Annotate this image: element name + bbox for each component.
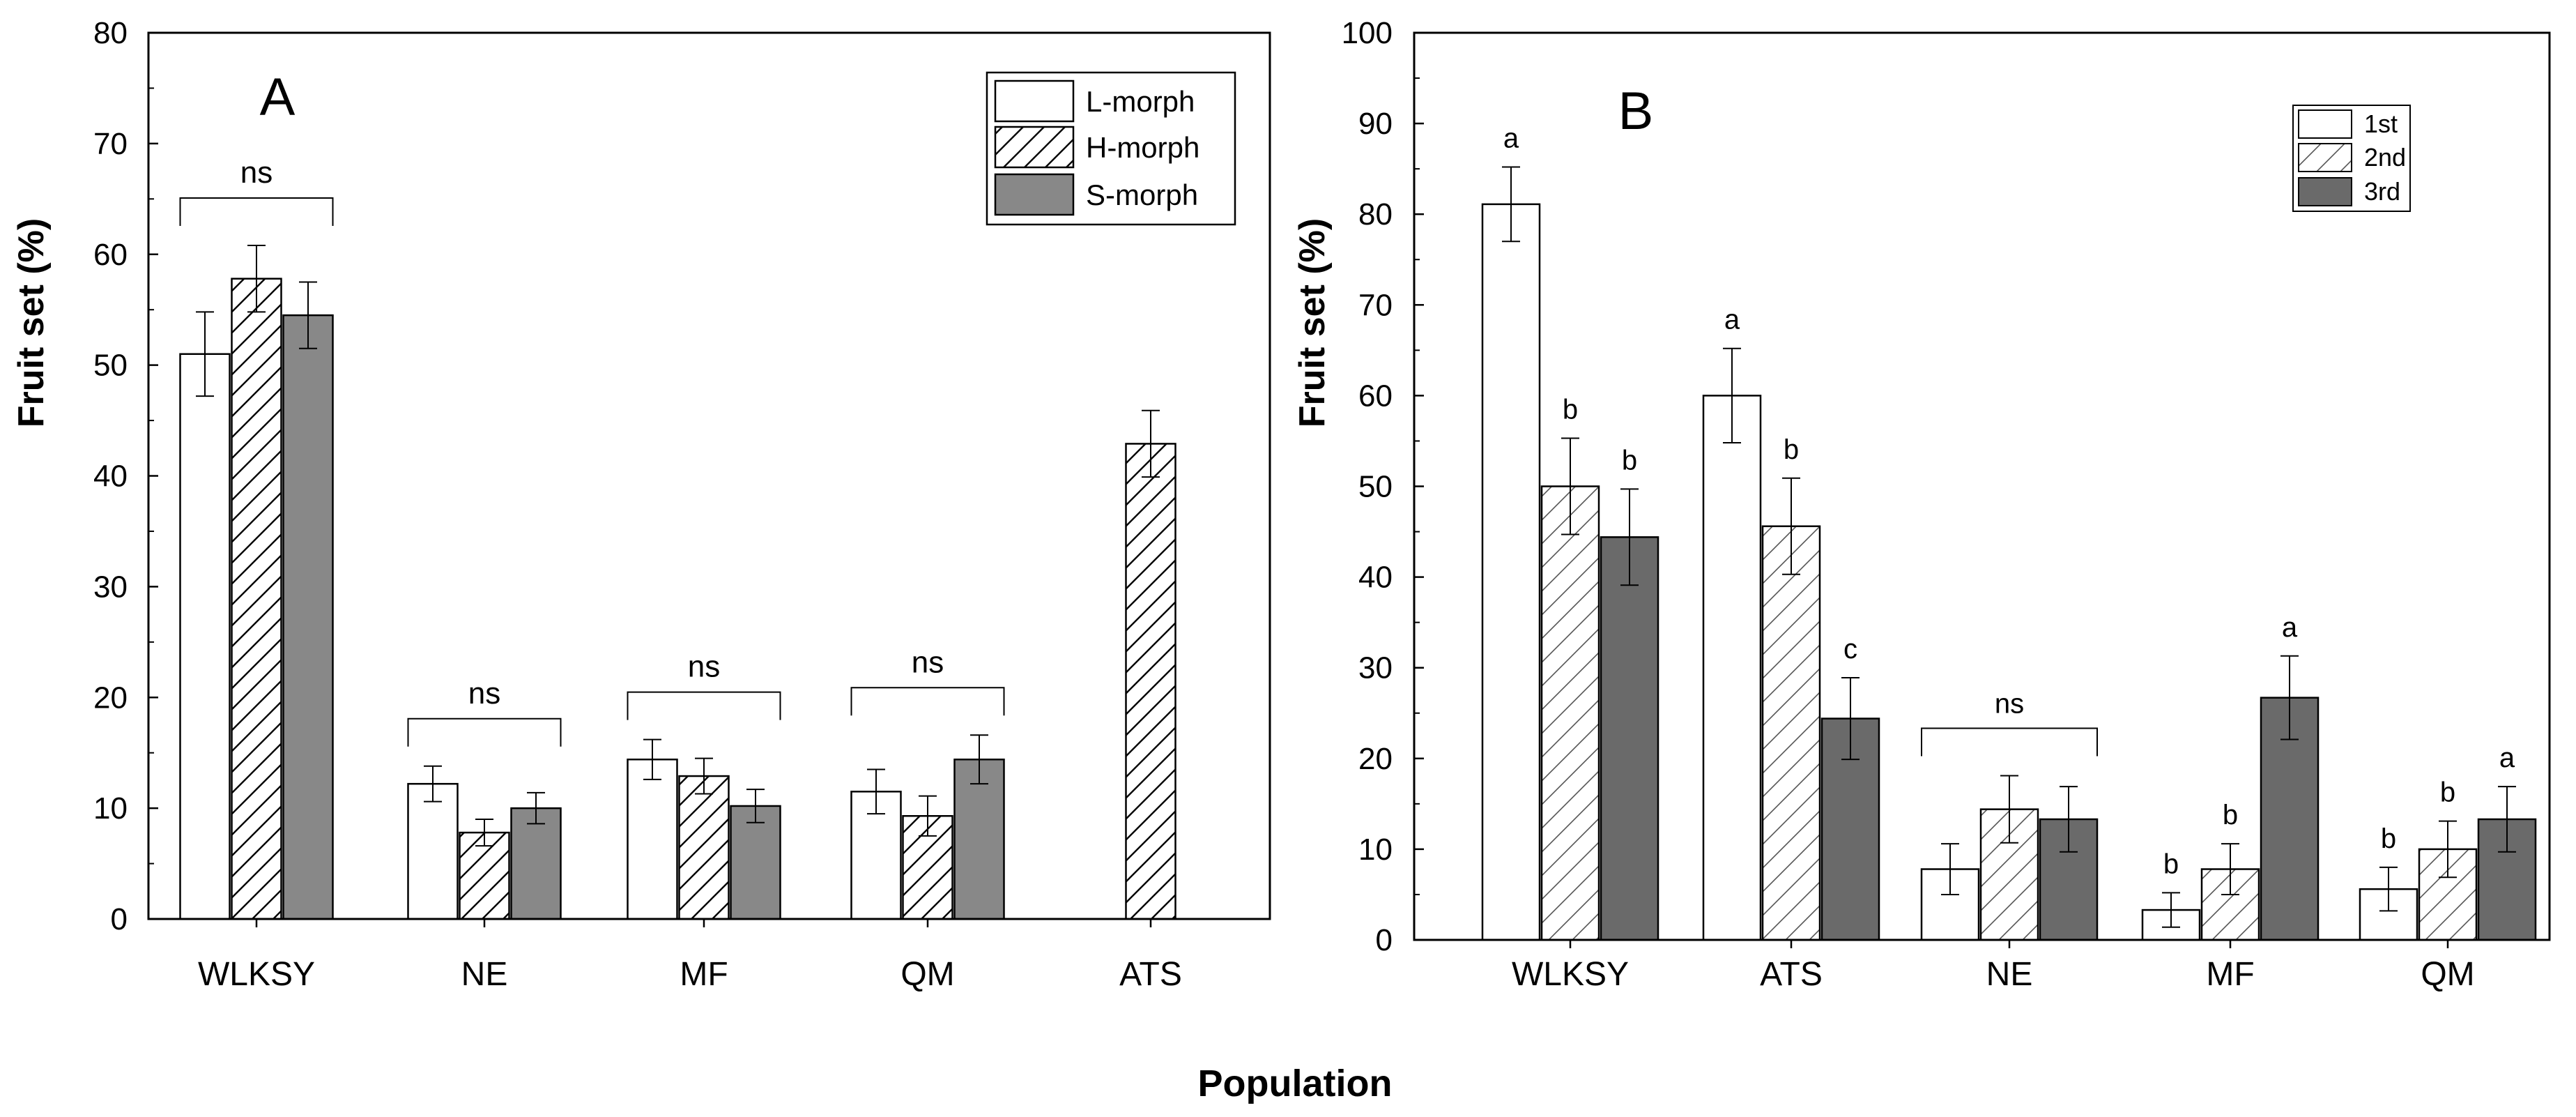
bars-b <box>1482 167 2536 940</box>
ns-bracket-b-ne <box>1922 729 2097 757</box>
bar-a-l-morph-mf <box>628 759 677 919</box>
x-axis-a: WLKSY NE MF QM ATS <box>198 919 1182 993</box>
bar-b-1st-ats <box>1703 395 1761 940</box>
ns-label-b-ne: ns <box>1995 689 2024 720</box>
significance-letter-b: a <box>1503 123 1519 154</box>
y-tick-label-b: 10 <box>1358 833 1393 867</box>
panel-a: 0 10 20 30 40 50 60 70 80 WLKSY NE MF QM ATS ns ns ns n… <box>11 16 1270 993</box>
x-tick-label-a: WLKSY <box>198 956 315 993</box>
x-tick-label-a: ATS <box>1119 956 1182 993</box>
significance-letter-b: b <box>1784 434 1799 465</box>
bar-a-h-morph-mf <box>680 776 729 919</box>
figure: 0 10 20 30 40 50 60 70 80 WLKSY NE MF QM ATS ns ns ns n… <box>0 0 2576 1117</box>
x-tick-label-a: NE <box>461 956 508 993</box>
significance-letter-b: b <box>2381 823 2396 854</box>
y-tick-label-b: 50 <box>1358 470 1393 504</box>
significance-letter-b: a <box>1724 305 1740 335</box>
y-tick-label-b: 0 <box>1376 923 1393 957</box>
x-tick-label-b: ATS <box>1760 956 1823 993</box>
legend-a: L-morph H-morph S-morph <box>987 73 1235 225</box>
y-tick-label-a: 0 <box>111 902 128 936</box>
x-tick-label-a: QM <box>900 956 954 993</box>
significance-letter-b: b <box>2223 800 2238 830</box>
ns-bracket-a-mf <box>628 692 781 720</box>
x-tick-label-a: MF <box>680 956 728 993</box>
y-tick-label-a: 70 <box>93 127 128 161</box>
bar-a-l-morph-wlksy <box>181 354 230 919</box>
y-tick-label-a: 30 <box>93 570 128 604</box>
ns-label-a-ne: ns <box>468 676 500 711</box>
ns-bracket-a-qm <box>852 687 1004 715</box>
significance-letter-b: b <box>1563 395 1578 425</box>
y-tick-label-a: 10 <box>93 791 128 826</box>
y-tick-label-b: 90 <box>1358 107 1393 141</box>
panel-label-b: B <box>1618 82 1654 141</box>
significance-letter-b: b <box>1622 445 1637 476</box>
y-tick-label-a: 50 <box>93 349 128 383</box>
panel-label-a: A <box>260 68 296 127</box>
x-tick-label-b: QM <box>2421 956 2474 993</box>
bar-a-l-morph-ne <box>408 784 458 919</box>
shared-x-axis-title: Population <box>1198 1063 1393 1104</box>
y-tick-label-b: 60 <box>1358 379 1393 413</box>
significance-letter-b: a <box>2282 612 2298 643</box>
y-tick-label-a: 20 <box>93 681 128 715</box>
significance-letter-b: c <box>1843 634 1857 664</box>
y-tick-label-b: 40 <box>1358 561 1393 595</box>
legend-b: 1st 2nd 3rd <box>2293 105 2410 211</box>
y-axis-b: 0 10 20 30 40 50 60 70 80 90 100 <box>1342 16 1424 957</box>
bar-a-s-morph-wlksy <box>284 315 333 919</box>
legend-swatch-l-morph <box>995 81 1073 121</box>
y-tick-label-a: 60 <box>93 238 128 272</box>
legend-swatch-2nd <box>2299 144 2352 172</box>
y-tick-label-a: 80 <box>93 16 128 50</box>
legend-label-1st: 1st <box>2364 109 2398 138</box>
bar-a-h-morph-ats <box>1126 443 1176 919</box>
legend-label-2nd: 2nd <box>2364 143 2406 172</box>
significance-letter-b: b <box>2163 849 2179 879</box>
legend-swatch-s-morph <box>995 174 1073 215</box>
bar-b-2nd-wlksy <box>1542 487 1599 941</box>
legend-swatch-h-morph <box>995 127 1073 167</box>
legend-swatch-3rd <box>2299 178 2352 206</box>
ns-bracket-a-ne <box>408 719 561 747</box>
bar-b-2nd-ats <box>1763 526 1820 940</box>
bar-b-1st-wlksy <box>1482 204 1540 940</box>
y-tick-label-b: 70 <box>1358 288 1393 322</box>
significance-letter-b: a <box>2499 743 2515 773</box>
ns-label-a-mf: ns <box>688 650 720 684</box>
legend-swatch-1st <box>2299 110 2352 138</box>
y-axis-title-b: Fruit set (%) <box>1292 218 1333 427</box>
legend-label-l-morph: L-morph <box>1086 85 1195 118</box>
bar-b-3rd-wlksy <box>1601 537 1658 940</box>
legend-label-h-morph: H-morph <box>1086 131 1199 164</box>
ns-bracket-a-wlksy <box>181 198 333 226</box>
x-tick-label-b: WLKSY <box>1512 956 1629 993</box>
bars-a <box>181 245 1176 919</box>
panel-b: 0 10 20 30 40 50 60 70 80 90 100 WLKSY ATS NE MF QM a a… <box>1292 16 2550 993</box>
y-tick-label-b: 100 <box>1342 16 1393 50</box>
ns-label-a-wlksy: ns <box>240 155 273 190</box>
y-tick-label-b: 30 <box>1358 651 1393 685</box>
y-tick-label-b: 80 <box>1358 197 1393 231</box>
legend-label-s-morph: S-morph <box>1086 178 1198 211</box>
significance-letter-b: b <box>2440 777 2455 808</box>
bar-a-s-morph-ne <box>512 808 561 919</box>
y-axis-title-a: Fruit set (%) <box>11 218 52 427</box>
x-tick-label-b: NE <box>1986 956 2033 993</box>
x-axis-b: WLKSY ATS NE MF QM <box>1512 940 2475 993</box>
bar-a-h-morph-wlksy <box>232 279 282 919</box>
y-tick-label-a: 40 <box>93 459 128 494</box>
y-tick-label-b: 20 <box>1358 742 1393 776</box>
ns-label-a-qm: ns <box>912 645 944 679</box>
x-tick-label-b: MF <box>2206 956 2254 993</box>
legend-label-3rd: 3rd <box>2364 177 2400 206</box>
